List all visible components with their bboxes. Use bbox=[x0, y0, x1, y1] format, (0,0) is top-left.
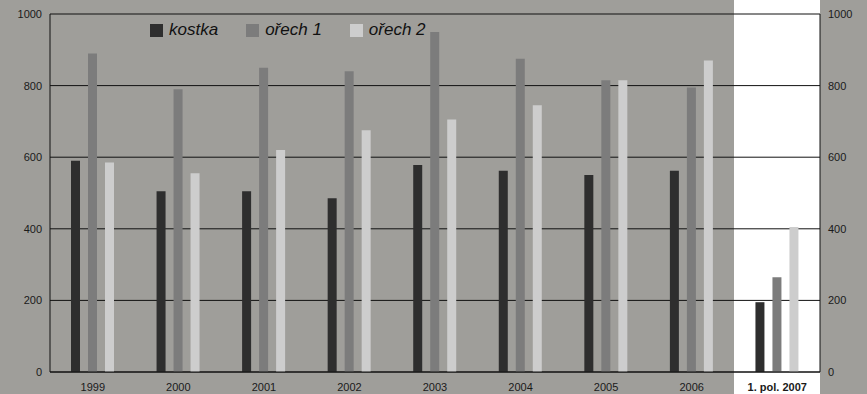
svg-text:600: 600 bbox=[828, 151, 846, 163]
svg-text:1000: 1000 bbox=[18, 8, 42, 20]
svg-text:800: 800 bbox=[828, 80, 846, 92]
svg-text:2004: 2004 bbox=[508, 381, 532, 393]
svg-text:2000: 2000 bbox=[166, 381, 190, 393]
svg-text:2005: 2005 bbox=[594, 381, 618, 393]
svg-text:2003: 2003 bbox=[423, 381, 447, 393]
svg-text:200: 200 bbox=[24, 294, 42, 306]
svg-text:2006: 2006 bbox=[679, 381, 703, 393]
svg-text:0: 0 bbox=[828, 366, 834, 378]
html-text:ořech 1: ořech 1 bbox=[265, 20, 322, 39]
svg-text:200: 200 bbox=[828, 294, 846, 306]
svg-text:1000: 1000 bbox=[828, 8, 852, 20]
html-text:kostka: kostka bbox=[169, 20, 219, 39]
svg-text:400: 400 bbox=[24, 223, 42, 235]
svg-text:600: 600 bbox=[24, 151, 42, 163]
svg-text:2001: 2001 bbox=[252, 381, 276, 393]
svg-text:400: 400 bbox=[828, 223, 846, 235]
svg-text:1. pol. 2007: 1. pol. 2007 bbox=[748, 381, 807, 393]
svg-text:2002: 2002 bbox=[337, 381, 361, 393]
html-text:ořech 2: ořech 2 bbox=[368, 20, 426, 39]
svg-text:1999: 1999 bbox=[81, 381, 105, 393]
svg-text:0: 0 bbox=[36, 366, 42, 378]
svg-text:800: 800 bbox=[24, 80, 42, 92]
